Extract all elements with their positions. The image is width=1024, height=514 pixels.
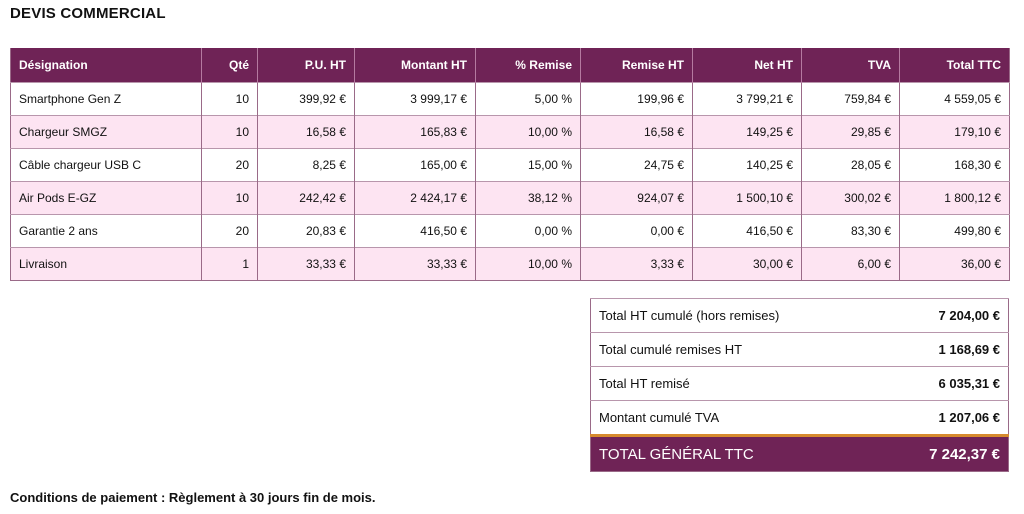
cell-total: 499,80 € bbox=[899, 214, 1010, 248]
cell-total: 4 559,05 € bbox=[899, 82, 1010, 116]
cell-total: 179,10 € bbox=[899, 115, 1010, 149]
cell-discount-pct: 10,00 % bbox=[475, 247, 581, 281]
cell-qty: 10 bbox=[201, 115, 258, 149]
total-net-label: Total HT remisé bbox=[590, 366, 891, 401]
cell-discount: 3,33 € bbox=[580, 247, 693, 281]
col-header-designation: Désignation bbox=[10, 48, 202, 83]
cell-total: 1 800,12 € bbox=[899, 181, 1010, 215]
total-discounts-value: 1 168,69 € bbox=[890, 332, 1009, 367]
cell-amount: 165,83 € bbox=[354, 115, 476, 149]
table-header-row: Désignation Qté P.U. HT Montant HT % Rem… bbox=[10, 48, 1010, 83]
cell-net: 416,50 € bbox=[692, 214, 802, 248]
totals-table: Total HT cumulé (hors remises) 7 204,00 … bbox=[590, 298, 1009, 472]
document-title: DEVIS COMMERCIAL bbox=[10, 5, 166, 22]
total-ht-label: Total HT cumulé (hors remises) bbox=[590, 298, 891, 333]
cell-net: 1 500,10 € bbox=[692, 181, 802, 215]
cell-vat: 300,02 € bbox=[801, 181, 900, 215]
col-header-qty: Qté bbox=[201, 48, 258, 83]
col-header-discount: Remise HT bbox=[580, 48, 693, 83]
cell-discount: 0,00 € bbox=[580, 214, 693, 248]
cell-amount: 416,50 € bbox=[354, 214, 476, 248]
cell-net: 3 799,21 € bbox=[692, 82, 802, 116]
cell-discount-pct: 5,00 % bbox=[475, 82, 581, 116]
cell-discount: 24,75 € bbox=[580, 148, 693, 182]
table-row: Câble chargeur USB C 20 8,25 € 165,00 € … bbox=[10, 148, 1010, 182]
cell-discount: 199,96 € bbox=[580, 82, 693, 116]
cell-discount-pct: 38,12 % bbox=[475, 181, 581, 215]
total-discounts-label: Total cumulé remises HT bbox=[590, 332, 891, 367]
cell-unit-price: 16,58 € bbox=[257, 115, 355, 149]
grand-total-value: 7 242,37 € bbox=[890, 434, 1009, 472]
cell-vat: 29,85 € bbox=[801, 115, 900, 149]
cell-vat: 6,00 € bbox=[801, 247, 900, 281]
col-header-net: Net HT bbox=[692, 48, 802, 83]
cell-vat: 759,84 € bbox=[801, 82, 900, 116]
cell-vat: 83,30 € bbox=[801, 214, 900, 248]
col-header-amount: Montant HT bbox=[354, 48, 476, 83]
cell-net: 149,25 € bbox=[692, 115, 802, 149]
cell-discount-pct: 15,00 % bbox=[475, 148, 581, 182]
cell-unit-price: 242,42 € bbox=[257, 181, 355, 215]
cell-designation: Garantie 2 ans bbox=[10, 214, 202, 248]
cell-net: 140,25 € bbox=[692, 148, 802, 182]
cell-discount-pct: 10,00 % bbox=[475, 115, 581, 149]
table-row: Chargeur SMGZ 10 16,58 € 165,83 € 10,00 … bbox=[10, 115, 1010, 149]
cell-net: 30,00 € bbox=[692, 247, 802, 281]
totals-row: Montant cumulé TVA 1 207,06 € bbox=[590, 400, 1009, 436]
col-header-unit-price: P.U. HT bbox=[257, 48, 355, 83]
cell-designation: Câble chargeur USB C bbox=[10, 148, 202, 182]
cell-amount: 165,00 € bbox=[354, 148, 476, 182]
grand-total-label: TOTAL GÉNÉRAL TTC bbox=[590, 434, 891, 472]
table-row: Air Pods E-GZ 10 242,42 € 2 424,17 € 38,… bbox=[10, 181, 1010, 215]
cell-amount: 3 999,17 € bbox=[354, 82, 476, 116]
cell-qty: 20 bbox=[201, 214, 258, 248]
table-row: Livraison 1 33,33 € 33,33 € 10,00 % 3,33… bbox=[10, 247, 1010, 281]
col-header-vat: TVA bbox=[801, 48, 900, 83]
cell-discount-pct: 0,00 % bbox=[475, 214, 581, 248]
cell-qty: 10 bbox=[201, 82, 258, 116]
table-row: Garantie 2 ans 20 20,83 € 416,50 € 0,00 … bbox=[10, 214, 1010, 248]
cell-discount: 16,58 € bbox=[580, 115, 693, 149]
cell-amount: 33,33 € bbox=[354, 247, 476, 281]
total-vat-label: Montant cumulé TVA bbox=[590, 400, 891, 436]
cell-designation: Smartphone Gen Z bbox=[10, 82, 202, 116]
grand-total-row: TOTAL GÉNÉRAL TTC 7 242,37 € bbox=[590, 434, 1009, 472]
col-header-discount-pct: % Remise bbox=[475, 48, 581, 83]
cell-designation: Chargeur SMGZ bbox=[10, 115, 202, 149]
cell-vat: 28,05 € bbox=[801, 148, 900, 182]
totals-row: Total HT remisé 6 035,31 € bbox=[590, 366, 1009, 401]
cell-qty: 10 bbox=[201, 181, 258, 215]
cell-unit-price: 33,33 € bbox=[257, 247, 355, 281]
cell-unit-price: 8,25 € bbox=[257, 148, 355, 182]
total-ht-value: 7 204,00 € bbox=[890, 298, 1009, 333]
cell-designation: Livraison bbox=[10, 247, 202, 281]
total-vat-value: 1 207,06 € bbox=[890, 400, 1009, 436]
cell-total: 36,00 € bbox=[899, 247, 1010, 281]
cell-unit-price: 20,83 € bbox=[257, 214, 355, 248]
cell-discount: 924,07 € bbox=[580, 181, 693, 215]
items-table: Désignation Qté P.U. HT Montant HT % Rem… bbox=[10, 48, 1010, 281]
totals-row: Total HT cumulé (hors remises) 7 204,00 … bbox=[590, 298, 1009, 333]
cell-qty: 20 bbox=[201, 148, 258, 182]
total-net-value: 6 035,31 € bbox=[890, 366, 1009, 401]
cell-qty: 1 bbox=[201, 247, 258, 281]
table-row: Smartphone Gen Z 10 399,92 € 3 999,17 € … bbox=[10, 82, 1010, 116]
cell-designation: Air Pods E-GZ bbox=[10, 181, 202, 215]
col-header-total: Total TTC bbox=[899, 48, 1010, 83]
totals-row: Total cumulé remises HT 1 168,69 € bbox=[590, 332, 1009, 367]
payment-conditions: Conditions de paiement : Règlement à 30 … bbox=[10, 490, 376, 505]
cell-total: 168,30 € bbox=[899, 148, 1010, 182]
cell-amount: 2 424,17 € bbox=[354, 181, 476, 215]
cell-unit-price: 399,92 € bbox=[257, 82, 355, 116]
